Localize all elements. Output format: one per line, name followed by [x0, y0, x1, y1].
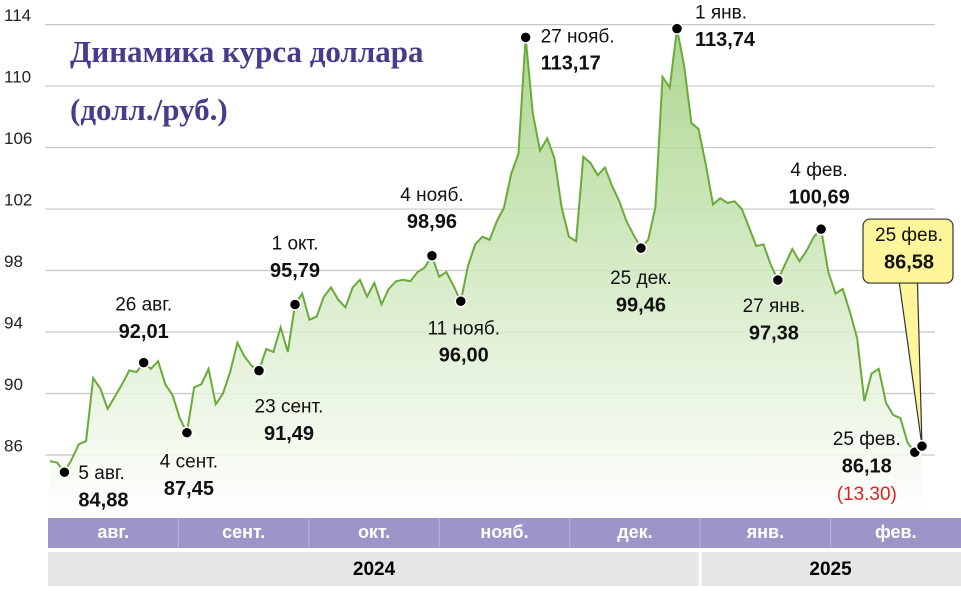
year-label: 2025 [809, 559, 852, 580]
chart-title: Динамика курса доллара [70, 34, 424, 69]
annotation-value: 113,17 [541, 53, 601, 75]
annotation-value: 92,01 [119, 321, 169, 343]
annotation-date: 26 авг. [115, 295, 172, 316]
point [180, 426, 194, 439]
annotation-value: 98,96 [407, 211, 457, 233]
point [814, 222, 828, 236]
month-label: окт. [358, 522, 390, 542]
y-tick-label: 86 [4, 436, 23, 455]
point [670, 22, 684, 35]
annotation-value: 95,79 [270, 260, 320, 282]
year-bar [48, 552, 961, 586]
y-tick-label: 102 [4, 191, 32, 210]
y-tick-label: 106 [4, 129, 32, 148]
annotation-date: 27 янв. [743, 296, 806, 317]
annotation-date: 25 фев. [875, 225, 943, 246]
labels: 5 авг. 84,88 26 авг. 92,01 4 сент. 87,45 23 се… [58, 3, 954, 511]
month-label: нояб. [480, 522, 528, 542]
point [425, 249, 439, 263]
annotation-date: 5 авг. [78, 463, 124, 484]
point [454, 295, 468, 308]
point [634, 241, 648, 255]
annotation-value: 97,38 [749, 322, 799, 344]
point [288, 298, 302, 311]
month-label: сент. [222, 522, 265, 542]
annotation-date: 23 сент. [255, 397, 324, 418]
annotation-date: 1 янв. [695, 3, 747, 24]
point [252, 364, 266, 377]
annotation-value: 99,46 [616, 294, 666, 316]
y-tick-label: 94 [4, 313, 23, 332]
annotation-date: 1 окт. [272, 234, 319, 255]
annotation-date: 4 сент. [160, 452, 218, 473]
point [771, 273, 785, 287]
annotation-value: 91,49 [264, 423, 314, 445]
point [137, 356, 150, 369]
annotation-value: 113,74 [695, 29, 756, 51]
y-tick-label: 98 [4, 252, 23, 271]
annotation-date: 4 нояб. [400, 185, 463, 206]
month-bar [48, 518, 961, 548]
annotation-value: 87,45 [164, 478, 214, 500]
y-tick-label: 114 [4, 6, 31, 25]
annotation-date: 25 фев. [833, 429, 901, 450]
month-label: янв. [746, 522, 784, 542]
annotation-value: 86,18 [842, 455, 892, 477]
year-label: 2024 [353, 559, 396, 580]
annotation-value: 86,58 [884, 251, 934, 273]
annotation-value: 84,88 [78, 489, 128, 511]
annotation-date: 25 дек. [610, 268, 672, 289]
month-label: фев. [875, 522, 917, 542]
annotation-note: (13.30) [837, 484, 897, 505]
point [58, 465, 71, 479]
annotation-value: 100,69 [789, 186, 850, 208]
annotation-date: 27 нояб. [541, 26, 615, 47]
point [519, 31, 532, 44]
annotation-date: 11 нояб. [428, 318, 501, 339]
annotation-value: 96,00 [439, 345, 489, 367]
point [915, 439, 929, 453]
chart-subtitle: (долл./руб.) [70, 92, 228, 127]
area [50, 28, 922, 519]
y-tick-label: 110 [4, 68, 31, 87]
annotation-date: 4 фев. [790, 160, 847, 181]
month-label: дек. [617, 522, 652, 542]
callout-box [862, 218, 954, 284]
y-tick-label: 90 [4, 375, 23, 394]
month-label: авг. [97, 522, 129, 542]
